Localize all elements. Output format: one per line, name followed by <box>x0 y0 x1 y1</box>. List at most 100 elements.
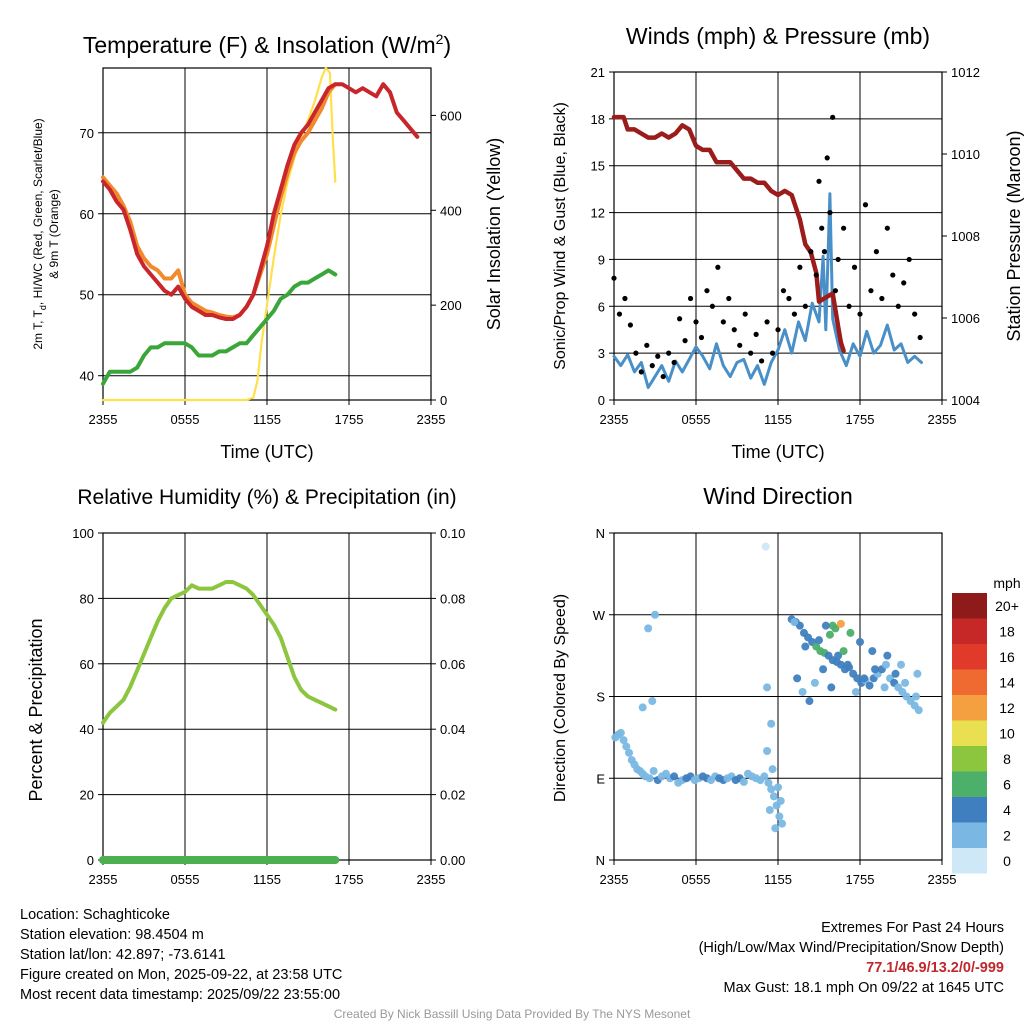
wdir-point <box>883 651 892 660</box>
wdir-point <box>912 692 921 701</box>
wind-gust-point <box>830 114 836 120</box>
legend-swatch <box>952 797 987 823</box>
wdir-point <box>778 819 787 828</box>
legend-swatch <box>952 746 987 772</box>
wdir-ytick-label: N <box>596 853 605 868</box>
wdir-point <box>846 628 855 637</box>
wind-gust-point <box>868 288 874 294</box>
wind-ytick-label: 15 <box>591 159 605 174</box>
rh-ytick-label: 100 <box>72 526 94 541</box>
rh-xtick-label: 1755 <box>335 872 364 887</box>
wdir-point <box>648 697 657 706</box>
wdir-point <box>891 669 900 678</box>
wind-gust-point <box>769 350 776 356</box>
temp-xlabel: Time (UTC) <box>220 442 313 462</box>
temp-title: Temperature (F) & Insolation (W/m2) <box>83 31 451 58</box>
temp-xtick-label: 2355 <box>417 412 446 427</box>
wdir-point <box>625 748 634 757</box>
wind-gust-point <box>742 311 748 317</box>
wdir-point <box>871 665 880 674</box>
temp-y2tick-label: 400 <box>440 203 462 218</box>
rh-y2tick-label: 0.08 <box>440 591 465 606</box>
legend-label: 20+ <box>995 598 1019 614</box>
wind-y2label: Station Pressure (Maroon) <box>1004 130 1024 341</box>
wind-gust-point <box>633 350 639 356</box>
wind-gust-point <box>819 225 825 231</box>
wind-series-sonic <box>612 192 923 389</box>
wdir-point <box>836 619 845 628</box>
max-gust: Max Gust: 18.1 mph On 09/22 at 1645 UTC <box>723 980 1004 996</box>
wind-frame <box>613 71 943 401</box>
wdir-point <box>739 777 748 786</box>
temp-xtick-label: 1155 <box>253 412 281 427</box>
wdir-point <box>798 687 807 696</box>
wdir-point <box>619 736 628 745</box>
legend-swatch <box>952 669 987 695</box>
wind-gust-point <box>873 249 880 255</box>
temp-ytick-label: 50 <box>80 288 94 303</box>
figure-created: Figure created on Mon, 2025-09-22, at 23… <box>20 967 343 983</box>
rh-y2tick-label: 0.10 <box>440 526 465 541</box>
legend-swatch <box>952 695 987 721</box>
temp-ytick-label: 40 <box>80 369 94 384</box>
wind-gust-point <box>912 311 918 317</box>
legend-swatch <box>952 848 987 874</box>
temp-series-2m-t <box>101 82 420 321</box>
wind-gust-point <box>906 256 912 263</box>
legend-label: 8 <box>1003 751 1011 767</box>
wdir-point <box>801 642 810 651</box>
wind-gust-point <box>622 295 628 302</box>
wind-gust-point <box>704 288 710 294</box>
wdir-point <box>897 660 905 669</box>
wind-gust-point <box>884 225 890 231</box>
temp-series-2m-td <box>101 268 338 386</box>
temp-series-9m-t <box>101 82 338 320</box>
temp-ylabel-line2: & 9m T (Orange) <box>47 189 61 279</box>
wdir-point <box>760 772 769 781</box>
wind-gust-point <box>616 311 623 317</box>
wind-gust-point <box>627 322 634 328</box>
wdir-point <box>768 765 777 774</box>
rh-ylabel: Percent & Precipitation <box>26 618 46 801</box>
wind-gust-point <box>827 209 833 216</box>
wind-gust-point <box>666 350 672 356</box>
wdir-point <box>868 647 877 656</box>
legend-label: 2 <box>1003 827 1011 843</box>
wdir-ytick-label: E <box>596 771 605 786</box>
wdir-point <box>622 742 631 751</box>
legend-label: 4 <box>1003 802 1011 818</box>
wind-gust-point <box>715 264 721 270</box>
wind-gust-point <box>791 311 798 317</box>
wdir-point <box>649 766 658 775</box>
wind-gust-point <box>808 249 814 255</box>
wdir-point <box>810 678 819 687</box>
wdir-point <box>856 638 864 646</box>
wdir-ytick-label: N <box>596 526 605 541</box>
wdir-point <box>851 687 860 696</box>
wind-gust-point <box>638 369 644 375</box>
wind-gust-point <box>857 311 863 317</box>
rh-y2tick-label: 0.04 <box>440 722 465 737</box>
rh-xtick-label: 2355 <box>417 872 446 887</box>
temp-frame <box>102 67 432 401</box>
wind-xtick-label: 2355 <box>928 412 957 427</box>
wdir-point <box>771 824 780 833</box>
legend-label: 0 <box>1003 853 1011 869</box>
wdir-point <box>901 678 910 687</box>
wind-gust-point <box>901 280 907 286</box>
wdir-point <box>834 651 843 660</box>
rh-series-humidity <box>101 580 338 725</box>
wind-gust-point <box>824 155 830 161</box>
wind-ytick-label: 0 <box>598 393 605 408</box>
wind-gust-point <box>660 373 666 380</box>
wdir-point <box>765 806 774 815</box>
wind-ytick-label: 9 <box>598 252 605 267</box>
wdir-point <box>761 542 770 551</box>
rh-ytick-label: 40 <box>80 722 94 737</box>
wind-gust-point <box>786 295 792 302</box>
rh-y2tick-label: 0.00 <box>440 853 465 868</box>
wind-gust-point <box>832 288 839 294</box>
wdir-point <box>769 792 778 801</box>
wind-xtick-label: 2355 <box>600 412 629 427</box>
wind-gust-point <box>797 264 803 270</box>
